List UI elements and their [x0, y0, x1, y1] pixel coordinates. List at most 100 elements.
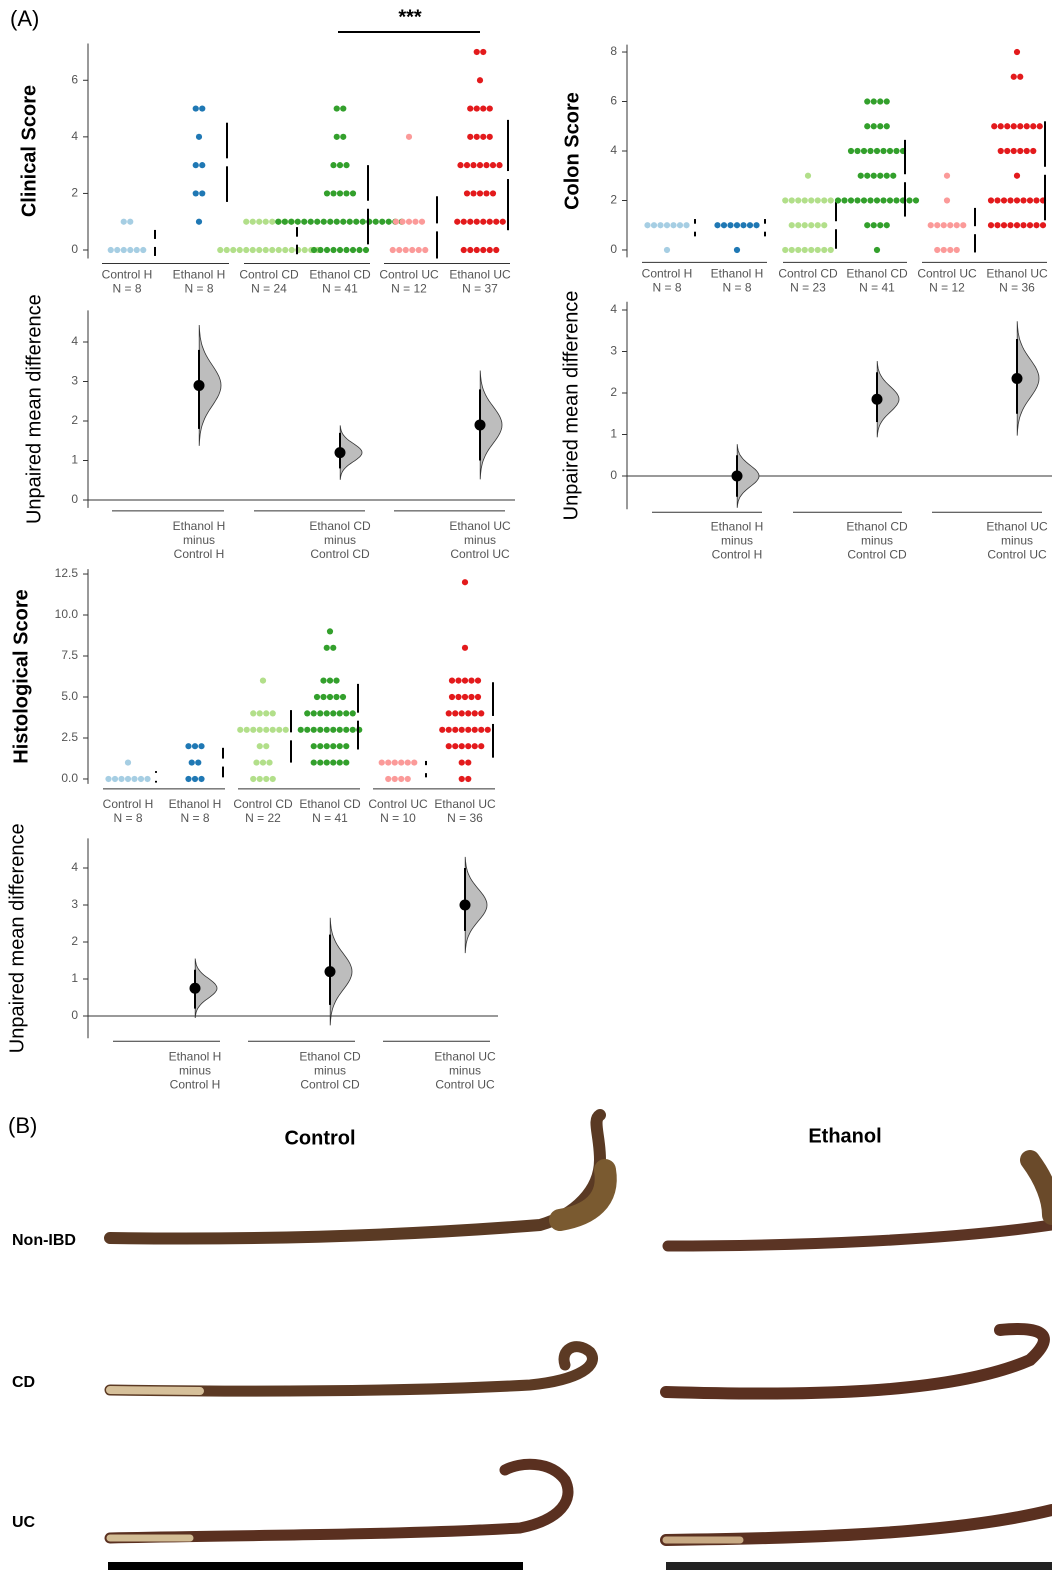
data-point: [480, 246, 487, 254]
data-point: [489, 190, 497, 197]
data-point: [906, 197, 913, 204]
y-tick-label: 2: [71, 413, 78, 427]
data-point: [1036, 123, 1043, 130]
group-n: N = 8: [652, 281, 681, 295]
data-point: [1017, 123, 1024, 130]
data-point: [144, 775, 151, 783]
data-point: [934, 222, 941, 229]
group-label: Ethanol UC: [434, 797, 496, 811]
data-point: [263, 710, 270, 717]
row-label: UC: [12, 1514, 36, 1531]
y-tick-label: 4: [610, 143, 617, 157]
data-point: [330, 162, 337, 169]
group-n: N = 8: [112, 282, 141, 296]
data-point: [256, 218, 263, 225]
data-point: [192, 105, 199, 112]
data-point: [727, 222, 734, 229]
data-point: [753, 222, 760, 229]
data-point: [997, 123, 1004, 130]
group-n: N = 10: [380, 811, 416, 825]
data-point: [460, 218, 467, 225]
data-point: [486, 133, 493, 140]
data-point: [788, 246, 795, 254]
y-axis-label: Unpaired mean difference: [6, 823, 28, 1053]
data-point: [404, 759, 411, 766]
comparison-label: Ethanol H: [169, 1049, 222, 1063]
column-label: Control: [284, 1127, 355, 1149]
panel-label: (B): [8, 1113, 37, 1138]
data-point: [480, 133, 487, 140]
data-point: [343, 759, 350, 766]
data-point: [343, 190, 350, 197]
data-point: [198, 775, 205, 783]
data-point: [877, 123, 884, 130]
y-tick-label: 10.0: [55, 607, 79, 621]
data-point: [266, 759, 273, 766]
data-point: [111, 775, 119, 783]
group-n: N = 36: [447, 811, 483, 825]
data-point: [890, 172, 897, 179]
data-point: [940, 246, 947, 254]
group-n: N = 23: [790, 281, 826, 295]
data-point: [317, 246, 324, 254]
data-point: [483, 190, 490, 197]
mean-difference: [474, 419, 486, 431]
data-point: [457, 162, 464, 169]
data-point: [1007, 222, 1014, 229]
data-point: [445, 710, 452, 717]
data-point: [880, 197, 887, 204]
data-point: [198, 743, 205, 750]
data-point: [304, 726, 311, 733]
data-point: [484, 726, 491, 733]
data-point: [349, 726, 356, 733]
data-point: [473, 48, 480, 56]
data-point: [483, 162, 490, 169]
group-label: Control CD: [239, 268, 299, 282]
data-point: [650, 222, 658, 229]
comparison-label: Ethanol CD: [309, 519, 371, 533]
data-point: [455, 677, 462, 684]
data-point: [463, 190, 471, 197]
data-point: [327, 218, 334, 225]
data-point: [927, 222, 934, 229]
data-point: [808, 246, 815, 254]
group-n: N = 22: [245, 811, 281, 825]
comparison-label: Control UC: [450, 547, 510, 561]
comparison-label: minus: [721, 533, 753, 547]
data-point: [195, 759, 202, 766]
comparison-label: minus: [324, 533, 356, 547]
data-point: [801, 246, 808, 254]
data-point: [480, 48, 487, 56]
data-point: [120, 246, 127, 254]
data-point: [461, 693, 469, 701]
group-label: Control H: [102, 268, 153, 282]
data-point: [310, 710, 317, 717]
data-point: [860, 147, 868, 155]
data-point: [391, 775, 398, 783]
bootstrap-distribution: [194, 958, 218, 1019]
data-point: [452, 726, 459, 733]
data-point: [486, 105, 493, 112]
data-point: [864, 98, 871, 105]
y-tick-label: 3: [71, 374, 78, 388]
data-point: [1020, 222, 1027, 229]
data-point: [471, 710, 478, 717]
y-tick-label: 0: [71, 492, 78, 506]
data-point: [256, 775, 263, 783]
data-point: [877, 222, 884, 229]
data-point: [877, 98, 884, 105]
data-point: [864, 123, 871, 130]
data-point: [372, 218, 379, 225]
data-point: [465, 743, 472, 750]
data-point: [323, 644, 330, 651]
data-point: [795, 197, 802, 204]
y-tick-label: 6: [610, 94, 617, 108]
y-axis-label: Clinical Score: [18, 85, 40, 217]
data-point: [893, 197, 900, 204]
group-label: Ethanol H: [173, 268, 226, 282]
data-point: [131, 775, 138, 783]
data-point: [323, 190, 331, 197]
data-point: [883, 123, 890, 130]
data-point: [185, 775, 192, 783]
